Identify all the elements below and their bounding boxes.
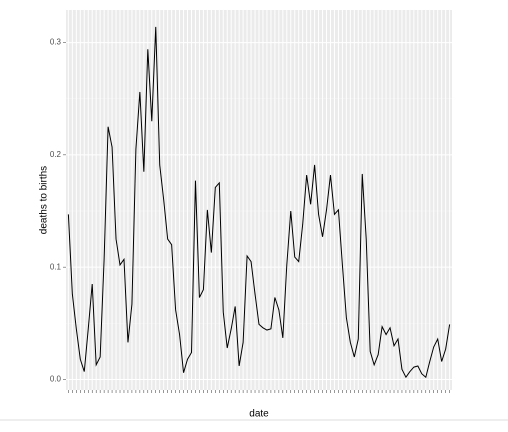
marks: [67, 26, 451, 379]
y-tick-label: 0.3: [50, 38, 62, 47]
grid: [66, 10, 452, 390]
y-tick-label: 0.0: [50, 375, 62, 384]
line: [67, 26, 451, 379]
y-tick-label: 0.2: [50, 150, 62, 159]
x-axis-title: date: [249, 409, 269, 420]
y-axis-title: deaths to births: [39, 166, 50, 234]
y-tick-label: 0.1: [50, 262, 62, 271]
